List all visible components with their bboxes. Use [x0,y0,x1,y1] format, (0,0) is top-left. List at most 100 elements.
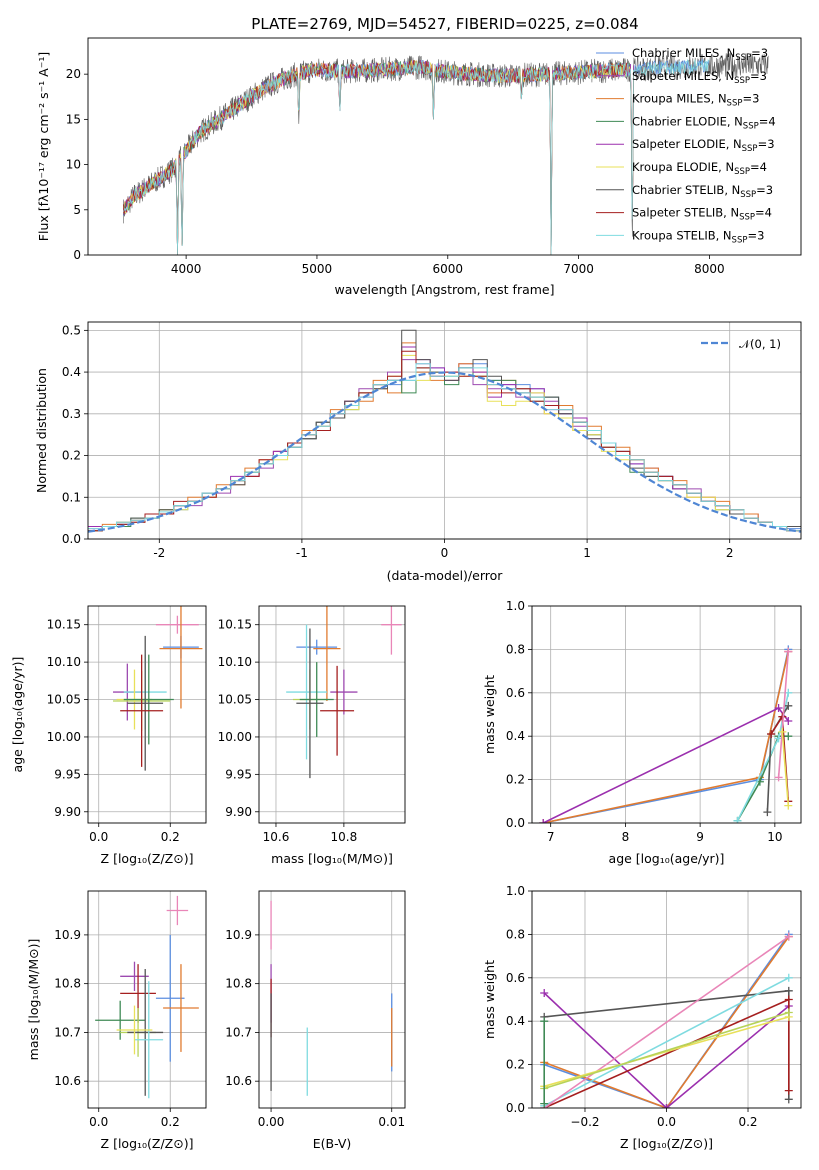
error-bar-point [296,628,324,779]
y-tick-label: 0.2 [506,1058,525,1072]
x-axis-label: E(B-V) [313,1136,352,1151]
y-tick-label: 1.0 [506,884,525,898]
y-tick-label: 10.8 [54,977,81,991]
y-tick-label: 10.00 [47,730,81,744]
x-tick-label: 0.01 [378,1115,405,1129]
y-tick-label: 0 [73,248,81,262]
y-tick-label: 0.8 [506,927,525,941]
mass-weight-marker [784,717,793,726]
plot-area [122,52,769,255]
mass-weight-marker [784,995,793,1004]
y-tick-label: 10.10 [47,655,81,669]
mass-weight-marker [539,819,548,823]
error-bar-point [299,662,334,737]
x-tick-label: 0.0 [89,1115,108,1129]
y-tick-label: 5 [73,203,81,217]
legend-entry: Chabrier STELIB, NSSP=3 [632,183,773,200]
x-tick-label: 10 [767,830,782,844]
error-bar-point [95,1000,146,1040]
spectrum-line [122,60,634,255]
x-tick-label: 9 [696,830,704,844]
axes-frame [258,605,406,824]
axes-frame [87,890,207,1109]
error-bar-point [166,895,189,926]
x-tick-label: 0.2 [161,830,180,844]
panel-mass_weight_vs_Z: −0.2 0.0 0.2 0.0 0.2 0.4 0.6 0.8 1.0 Z [log₁₀(Z/Z… [482,884,802,1151]
y-tick-label: 0.0 [506,816,525,830]
mass-weight-marker [540,1099,549,1108]
y-tick-label: 0.0 [506,1101,525,1115]
panel-mass_weight_vs_age: 7 8 9 10 0.0 0.2 0.4 0.6 0.8 1.0 age [log₁₀(age/yr… [482,599,802,866]
legend-entry: 𝒩(0, 1) [739,337,781,351]
plot-area [270,900,393,1096]
y-tick-label: 0.1 [62,490,81,504]
x-tick-label: 2 [726,546,734,560]
mass-weight-line [781,731,790,806]
y-tick-label: 10.8 [225,977,252,991]
y-tick-label: 10.6 [225,1074,252,1088]
axes-frame [258,890,406,1109]
mass-weight-marker [540,1017,549,1026]
mass-weight-line [543,935,790,1108]
error-bar-point [127,635,164,771]
mass-weight-marker [784,801,793,810]
y-axis-label: mass [log₁₀(M/M⊙)] [26,939,41,1061]
x-tick-label: 1 [583,546,591,560]
spectrum-line [123,52,769,255]
y-tick-label: 0.2 [506,773,525,787]
panel-spectrum: 4000 5000 6000 7000 8000 0 5 10 15 20 wavelength [… [36,37,802,297]
x-tick-label: −0.2 [570,1115,599,1129]
plot-area [286,606,402,779]
x-tick-label: 0.2 [738,1115,757,1129]
plot-area [540,930,793,1108]
error-bar-point [163,964,199,1052]
spectrum-line [122,60,634,255]
spectrum-line [122,60,634,255]
mass-weight-line [543,977,790,1107]
error-bar-point [155,934,185,1062]
y-axis-label: mass weight [482,960,497,1039]
mass-weight-marker [784,986,793,995]
histogram-step [88,363,801,532]
panel-mass_vs_Z: 0.0 0.2 10.6 10.7 10.8 10.9 Z [log₁₀(Z/Z⊙)] mas… [26,890,207,1151]
mass-weight-line [543,936,790,1108]
x-tick-label: 6000 [432,262,463,276]
spectrum-line [122,60,634,255]
y-tick-label: 0.5 [62,323,81,337]
x-tick-label: 0.0 [657,1115,676,1129]
axes-frame [87,321,802,540]
mass-weight-marker [767,730,776,739]
error-bar-point [313,606,341,702]
mass-weight-marker [784,732,793,741]
error-bar-point [120,961,149,991]
y-axis-label: mass weight [482,675,497,754]
y-tick-label: 10.00 [218,730,252,744]
x-tick-label: 4000 [171,262,202,276]
mass-weight-line [777,651,790,778]
plot-area [113,606,203,771]
y-axis-label: Normed distribution [34,368,49,493]
mass-weight-marker [784,1008,793,1017]
mass-weight-marker [778,727,787,736]
y-tick-label: 1.0 [506,599,525,613]
y-tick-label: 10.05 [218,693,252,707]
y-tick-label: 0.3 [62,407,81,421]
y-tick-label: 0.0 [62,532,81,546]
mass-weight-marker [540,988,549,997]
mass-weight-marker [784,1086,793,1095]
y-tick-label: 10 [66,158,81,172]
mass-weight-marker [763,808,772,817]
panel-age_vs_mass: 10.6 10.8 9.90 9.95 10.00 10.05 10.10 10.15 mass… [218,605,406,866]
x-axis-label: wavelength [Angstrom, rest frame] [334,282,554,297]
y-tick-label: 10.15 [47,618,81,632]
mass-weight-marker [662,1104,671,1108]
x-tick-label: 7 [547,830,555,844]
mass-weight-line [542,706,789,823]
mass-weight-marker [784,973,793,982]
y-tick-label: 10.7 [225,1025,252,1039]
x-tick-label: 8 [622,830,630,844]
y-tick-label: 0.6 [506,686,525,700]
y-tick-label: 0.8 [506,642,525,656]
y-tick-label: 10.15 [218,618,252,632]
